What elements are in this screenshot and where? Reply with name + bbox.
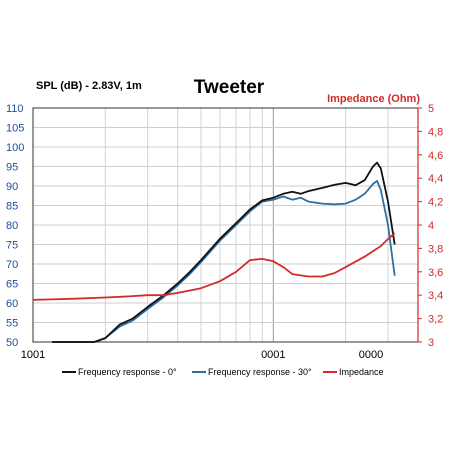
x-tick-label: 1001 <box>21 349 45 361</box>
legend-label-freq30: Frequency response - 30° <box>208 367 312 377</box>
right-axis-ticks: 3 3,2 3,4 3,6 3,8 4 4,2 4,4 4,6 4,8 5 <box>418 103 443 349</box>
chart-title: Tweeter <box>194 77 265 98</box>
series-line-freq30 <box>52 180 396 343</box>
right-tick-label: 4 <box>428 220 434 232</box>
legend-label-impedance: Impedance <box>339 367 384 377</box>
right-tick-label: 3 <box>428 337 434 349</box>
left-tick-label: 80 <box>6 220 18 232</box>
right-tick-label: 3,2 <box>428 314 443 326</box>
left-tick-label: 85 <box>6 201 18 213</box>
x-tick-label: 0000 <box>359 349 383 361</box>
left-tick-label: 100 <box>6 142 24 154</box>
right-tick-label: 4,2 <box>428 197 443 209</box>
left-axis-label: SPL (dB) - 2.83V, 1m <box>36 80 142 92</box>
series-line-impedance <box>32 232 396 301</box>
right-tick-label: 4,4 <box>428 173 443 185</box>
left-tick-label: 90 <box>6 181 18 193</box>
right-tick-label: 4,8 <box>428 126 443 138</box>
left-tick-label: 105 <box>6 123 24 135</box>
legend-label-freq0: Frequency response - 0° <box>78 367 177 377</box>
left-tick-label: 70 <box>6 259 18 271</box>
grid <box>32 107 419 343</box>
left-tick-label: 50 <box>6 337 18 349</box>
right-tick-label: 5 <box>428 103 434 115</box>
x-tick-label: 0001 <box>261 349 285 361</box>
left-tick-label: 65 <box>6 279 18 291</box>
series-layer <box>32 161 396 343</box>
left-tick-label: 75 <box>6 240 18 252</box>
left-tick-label: 110 <box>6 103 24 115</box>
right-tick-label: 3,4 <box>428 290 443 302</box>
series-line-freq0 <box>52 161 396 343</box>
x-axis-ticks: 1001 0001 0000 <box>21 349 383 361</box>
left-tick-label: 60 <box>6 298 18 310</box>
left-tick-label: 55 <box>6 318 18 330</box>
left-tick-label: 95 <box>6 162 18 174</box>
right-tick-label: 3,6 <box>428 267 443 279</box>
right-axis-label: Impedance (Ohm) <box>327 93 420 105</box>
right-tick-label: 4,6 <box>428 150 443 162</box>
legend: Frequency response - 0° Frequency respon… <box>62 367 384 377</box>
right-tick-label: 3,8 <box>428 243 443 255</box>
left-axis-ticks: 50 55 60 65 70 75 80 85 90 95 100 105 110 <box>6 103 24 349</box>
